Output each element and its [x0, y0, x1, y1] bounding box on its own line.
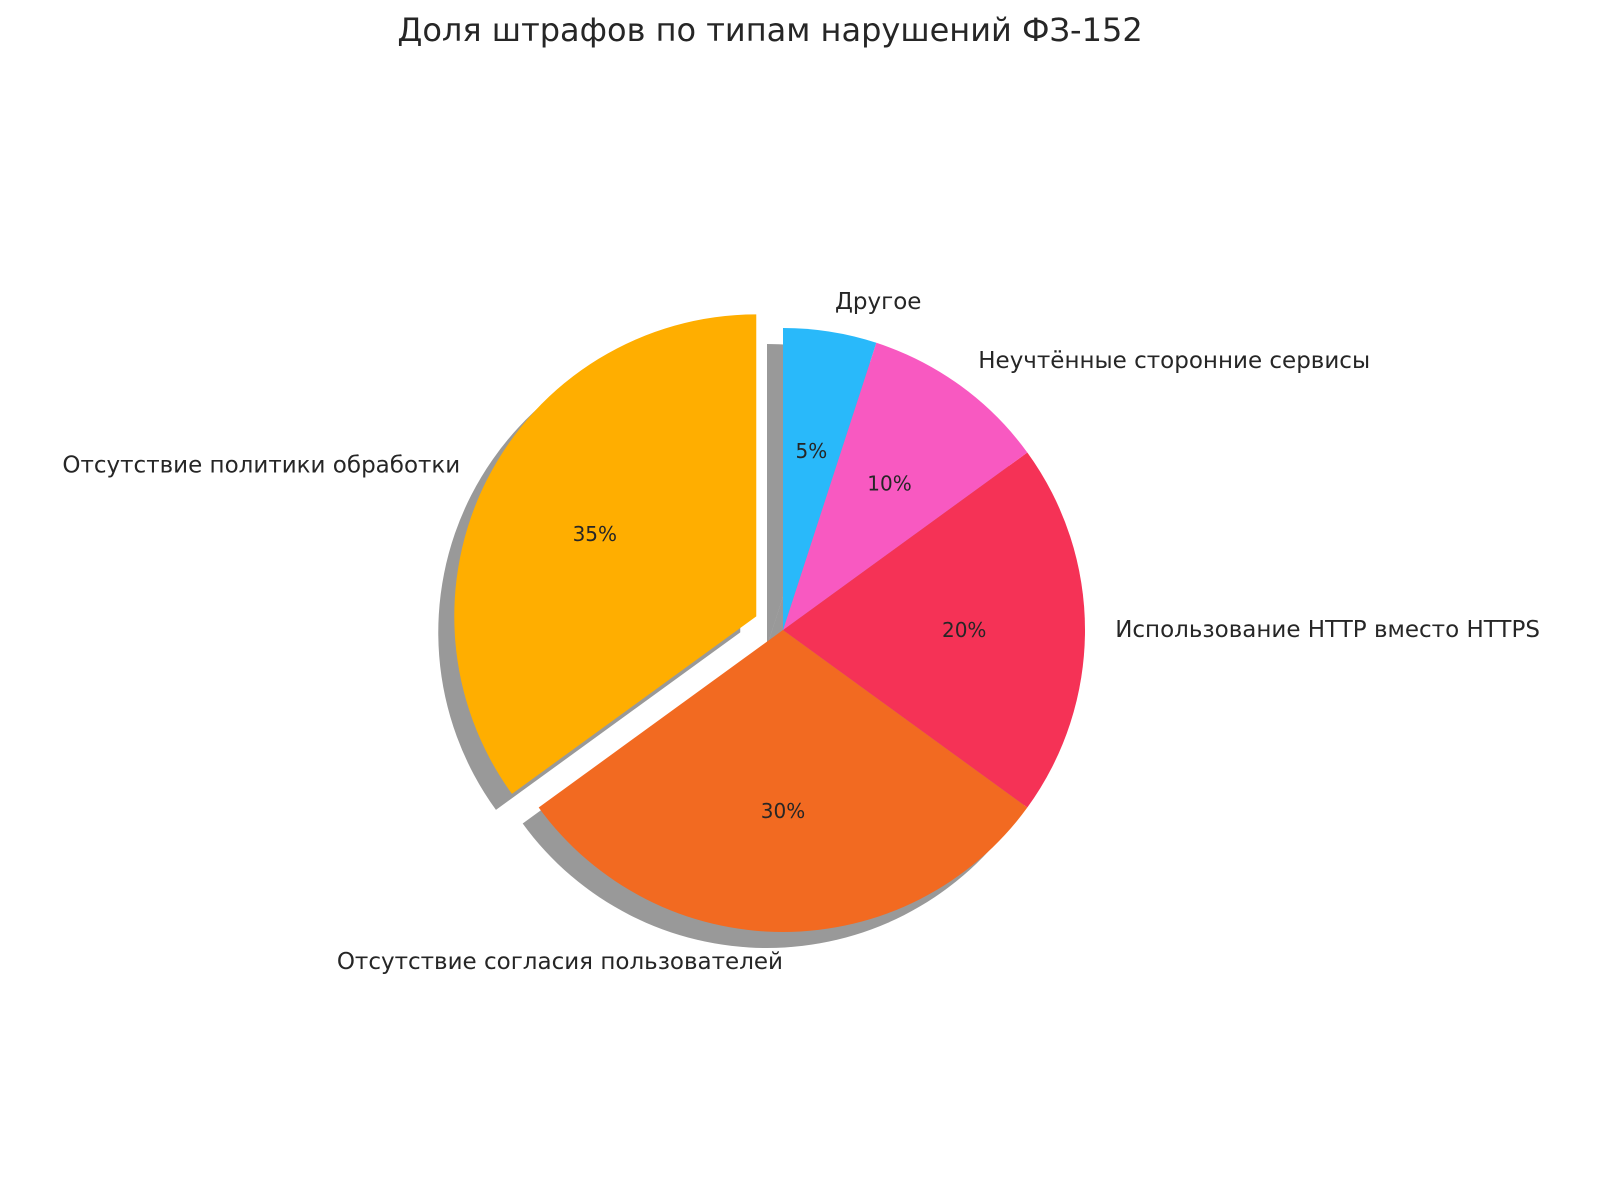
slice-5-percent-label: 5%	[795, 439, 827, 463]
slice-2-wedge	[538, 630, 1028, 933]
slice-3-category-label: Использование HTTP вместо HTTPS	[1115, 617, 1540, 643]
slice-4-wedge	[783, 342, 1028, 630]
slice-3-percent-label: 20%	[942, 618, 986, 642]
slice-3-wedge	[783, 452, 1085, 808]
slice-5-category-label: Другое	[835, 289, 922, 315]
slice-1-percent-label: 35%	[573, 522, 617, 546]
slice-2-percent-label: 30%	[761, 799, 805, 823]
slice-1-category-label: Отсутствие политики обработки	[62, 453, 460, 479]
slice-2-category-label: Отсутствие согласия пользователей	[337, 949, 783, 975]
slice-5-wedge	[783, 328, 877, 630]
slice-4-percent-label: 10%	[867, 471, 911, 495]
label-layer: 35% Отсутствие политики обработки 30% Отсут…	[62, 289, 1540, 975]
chart-title: Доля штрафов по типам нарушений ФЗ-152	[397, 11, 1142, 49]
slice-layer	[454, 314, 1085, 933]
slice-1-wedge	[454, 314, 757, 794]
slice-4-category-label: Неучтённые сторонние сервисы	[978, 348, 1370, 374]
